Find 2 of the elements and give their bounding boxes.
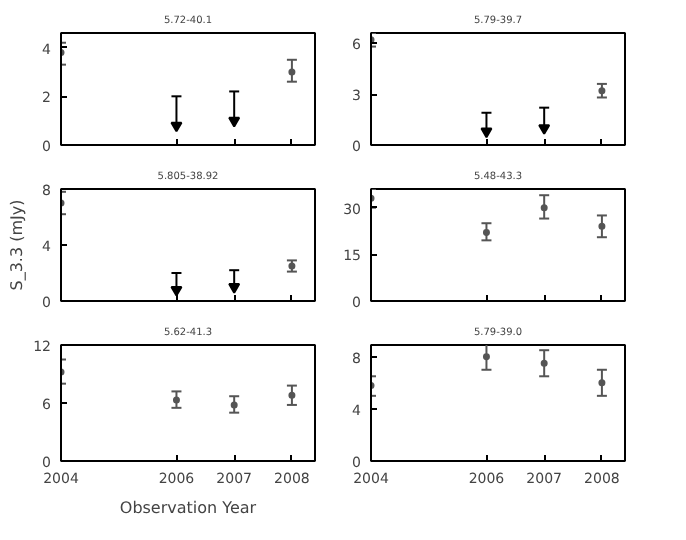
y-axis-title: S_3.3 (mJy): [8, 199, 27, 291]
x-axis-title: Observation Year: [119, 499, 258, 517]
